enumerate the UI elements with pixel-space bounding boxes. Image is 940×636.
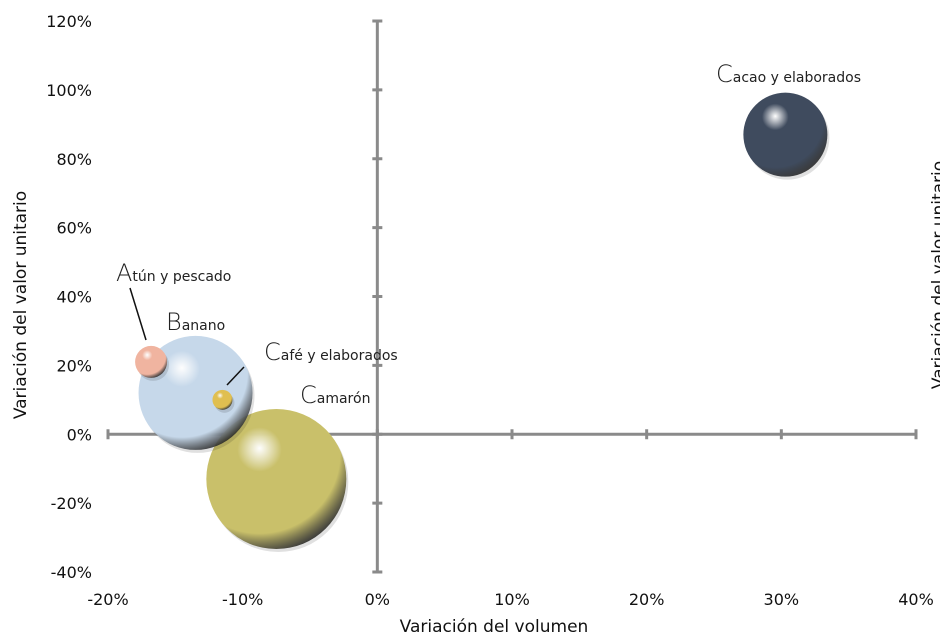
tick-marks (106, 19, 918, 574)
y-axis-title: Variación del valor unitario (11, 191, 31, 419)
bubbles (135, 92, 830, 553)
x-tick-label: -10% (222, 590, 263, 609)
y-tick-label: 60% (56, 219, 92, 238)
y-tick-label: 120% (46, 12, 92, 31)
label-cacao: Cacao y elaborados (716, 60, 861, 88)
y-tick-label: -40% (51, 563, 92, 582)
label-banano: Banano (166, 308, 225, 336)
bubble-labels: Cacao y elaborados Camarón Banano Atún y pe… (116, 60, 861, 409)
x-tick-label: -20% (87, 590, 128, 609)
x-tick-label: 30% (764, 590, 800, 609)
x-tick-label: 40% (898, 590, 934, 609)
y-tick-label: 40% (56, 288, 92, 307)
label-atun: Atún y pescado (116, 259, 231, 287)
y-tick-label: 20% (56, 356, 92, 375)
leader-lines (129, 287, 245, 386)
y-tick-label: -20% (51, 494, 92, 513)
label-camaron: Camarón (300, 381, 370, 409)
tick-labels: -20% -10% 0% 10% 20% 30% 40% -40% -20% 0% 20% 40% 60… (46, 12, 934, 609)
y-tick-label: 100% (46, 81, 92, 100)
leader-cafe (226, 366, 245, 386)
y-tick-label: 80% (56, 150, 92, 169)
bubble-cacao (743, 92, 828, 177)
x-tick-label: 10% (494, 590, 530, 609)
bubble-banano (138, 335, 253, 450)
leader-atun (129, 287, 147, 341)
x-tick-label: 0% (365, 590, 390, 609)
y-axis-title-right: Variación del valor unitario (929, 161, 940, 389)
bubble-cafe (212, 389, 233, 410)
bubble-camaron (206, 409, 347, 550)
y-tick-label: 0% (67, 425, 92, 444)
x-tick-label: 20% (629, 590, 665, 609)
label-cafe: Café y elaborados (264, 338, 398, 366)
bubble-atun (135, 345, 168, 378)
x-axis-title: Variación del volumen (400, 617, 589, 636)
